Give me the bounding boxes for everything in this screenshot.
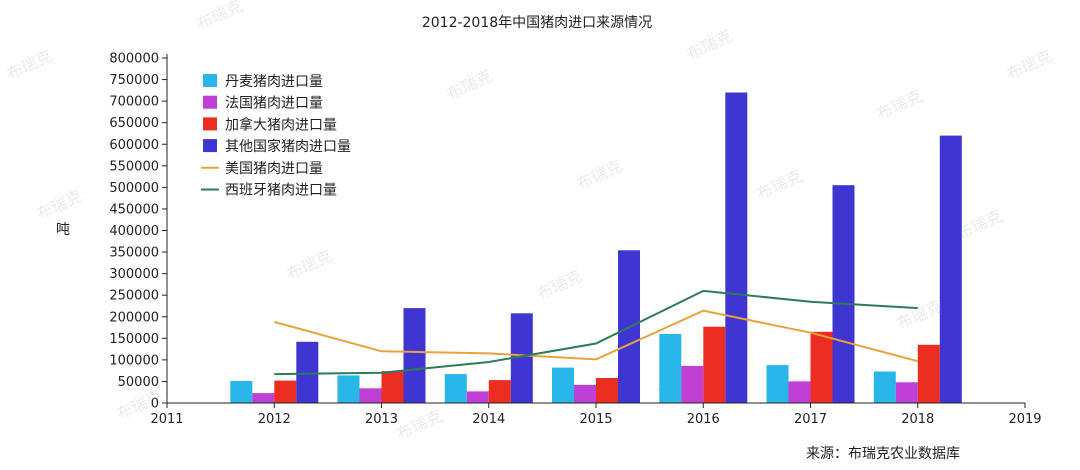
line-series-1 (274, 289, 918, 376)
watermark-logo: 布瑞克 (444, 66, 496, 104)
watermark-logo: 布瑞克 (194, 0, 246, 34)
y-tick-label: 100000 (109, 353, 159, 368)
bar-2016-1 (681, 365, 704, 403)
legend-label: 丹麦猪肉进口量 (225, 74, 323, 90)
bar-2013-3 (403, 308, 426, 403)
y-tick-label: 600000 (109, 138, 159, 153)
bar-2015-0 (552, 367, 574, 403)
source-note: 来源：布瑞克农业数据库 (806, 446, 960, 462)
legend-label: 美国猪肉进口量 (225, 161, 323, 177)
bar-2018-2 (917, 344, 940, 403)
x-tick-label: 2012 (258, 412, 291, 427)
bar-2018-3 (939, 135, 962, 403)
watermark-logo: 布瑞克 (284, 246, 336, 284)
bar-2014-0 (444, 374, 467, 403)
bar-2012-1 (252, 393, 275, 403)
y-tick-label: 350000 (109, 246, 159, 261)
bar-2017-0 (766, 365, 789, 403)
legend-label: 加拿大猪肉进口量 (225, 116, 337, 133)
x-tick-label: 2014 (472, 412, 505, 427)
watermark-logo: 布瑞克 (1004, 46, 1056, 84)
watermark-logo: 布瑞克 (874, 86, 926, 124)
bar-2018-0 (873, 371, 896, 403)
watermark-logo: 布瑞克 (684, 26, 736, 64)
bar-2015-1 (574, 384, 596, 403)
bar-2017-1 (788, 381, 811, 403)
chart-title: 2012-2018年中国猪肉进口来源情况 (422, 15, 652, 31)
lines-layer (274, 289, 919, 376)
y-tick-label: 0 (151, 397, 159, 412)
y-axis-label: 吨 (56, 222, 70, 238)
y-tick-label: 500000 (109, 181, 159, 196)
y-tick-label: 400000 (109, 224, 159, 239)
y-tick-label: 250000 (109, 289, 159, 304)
watermark-logo: 布瑞克 (534, 266, 586, 304)
legend-swatch (203, 74, 217, 87)
x-tick-label: 2013 (365, 412, 398, 427)
bar-2015-2 (596, 378, 618, 403)
y-tick-label: 650000 (109, 116, 159, 131)
watermark-logo: 布瑞克 (394, 406, 446, 444)
bar-2014-2 (488, 380, 511, 403)
watermark-logo: 布瑞克 (4, 46, 56, 84)
bar-2012-0 (230, 381, 253, 403)
bar-2017-2 (810, 331, 833, 403)
bars-layer (230, 92, 962, 403)
bar-2016-2 (703, 326, 726, 403)
legend-swatch (203, 117, 217, 131)
bar-2018-1 (895, 382, 918, 403)
watermark-logo: 布瑞克 (574, 156, 626, 194)
x-tick-label: 2011 (150, 412, 183, 427)
bar-2016-0 (659, 334, 682, 403)
y-tick-label: 800000 (109, 52, 159, 67)
x-tick-label: 2015 (579, 412, 612, 427)
legend-label: 法国猪肉进口量 (225, 96, 323, 112)
legend-label: 其他国家猪肉进口量 (225, 138, 351, 155)
bar-2017-3 (832, 185, 855, 403)
y-tick-label: 50000 (118, 375, 159, 390)
line-series-0 (274, 309, 919, 363)
y-tick-label: 750000 (109, 73, 159, 88)
bar-2014-3 (510, 313, 533, 403)
bar-2013-2 (381, 371, 404, 403)
bar-2012-3 (296, 341, 319, 403)
y-tick-label: 700000 (109, 95, 159, 110)
axes-layer: 0 50000 100000 150000 200000 250000 300000 3500… (109, 52, 1041, 428)
y-tick-label: 300000 (109, 267, 159, 282)
legend-label: 西班牙猪肉进口量 (225, 183, 337, 199)
x-tick-label: 2017 (794, 412, 827, 427)
x-tick-label: 2016 (687, 412, 720, 427)
y-tick-label: 150000 (109, 332, 159, 347)
legend-swatch (203, 95, 217, 109)
x-tick-label: 2018 (901, 412, 934, 427)
legend: 丹麦猪肉进口量法国猪肉进口量加拿大猪肉进口量其他国家猪肉进口量美国猪肉进口量西班… (201, 74, 351, 199)
bar-2013-1 (359, 388, 382, 403)
x-tick-label: 2019 (1008, 412, 1041, 427)
y-tick-label: 200000 (109, 310, 159, 325)
y-tick-label: 450000 (109, 202, 159, 217)
legend-swatch (203, 139, 217, 153)
watermark-logo: 布瑞克 (34, 186, 86, 224)
y-tick-label: 550000 (109, 159, 159, 174)
watermark-logo: 布瑞克 (754, 166, 806, 204)
bar-2016-3 (725, 92, 748, 403)
bar-2014-1 (466, 391, 489, 403)
bar-2013-0 (337, 375, 360, 403)
watermark-logo: 布瑞克 (894, 296, 946, 334)
bar-2012-2 (274, 380, 297, 403)
